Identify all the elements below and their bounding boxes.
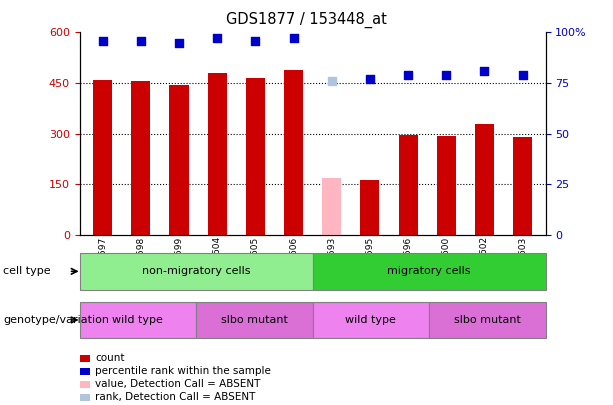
- Bar: [360, 180, 379, 235]
- Text: non-migratory cells: non-migratory cells: [142, 266, 250, 276]
- Point: [403, 72, 413, 78]
- Text: slbo mutant: slbo mutant: [221, 315, 288, 325]
- Point: [289, 35, 299, 42]
- Bar: [93, 80, 112, 235]
- Text: wild type: wild type: [113, 315, 163, 325]
- Bar: [169, 85, 189, 235]
- Bar: [208, 73, 227, 235]
- Point: [251, 37, 261, 44]
- Bar: [284, 70, 303, 235]
- Text: wild type: wild type: [346, 315, 396, 325]
- Point: [518, 72, 528, 78]
- Text: migratory cells: migratory cells: [387, 266, 471, 276]
- Bar: [475, 124, 494, 235]
- Text: percentile rank within the sample: percentile rank within the sample: [95, 367, 271, 376]
- Text: slbo mutant: slbo mutant: [454, 315, 521, 325]
- Bar: [436, 136, 456, 235]
- Bar: [513, 137, 532, 235]
- Text: count: count: [95, 354, 124, 363]
- Text: value, Detection Call = ABSENT: value, Detection Call = ABSENT: [95, 379, 261, 389]
- Bar: [246, 78, 265, 235]
- Point: [441, 72, 451, 78]
- Text: GDS1877 / 153448_at: GDS1877 / 153448_at: [226, 12, 387, 28]
- Point: [97, 37, 107, 44]
- Point: [174, 39, 184, 46]
- Text: rank, Detection Call = ABSENT: rank, Detection Call = ABSENT: [95, 392, 256, 402]
- Point: [479, 68, 489, 74]
- Point: [365, 76, 375, 82]
- Bar: [398, 135, 417, 235]
- Text: cell type: cell type: [3, 266, 51, 276]
- Bar: [322, 177, 341, 235]
- Bar: [131, 81, 150, 235]
- Point: [327, 78, 337, 84]
- Text: genotype/variation: genotype/variation: [3, 315, 109, 325]
- Point: [212, 35, 222, 42]
- Point: [136, 37, 146, 44]
